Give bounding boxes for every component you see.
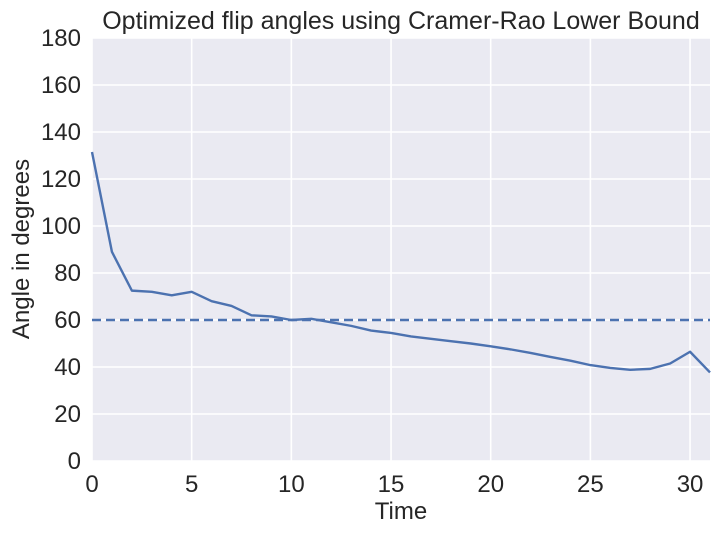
- x-tick-label: 0: [85, 471, 98, 498]
- y-tick-label: 140: [41, 119, 81, 146]
- series-group: [90, 151, 711, 374]
- y-tick-label: 80: [54, 260, 81, 287]
- y-tick-label: 20: [54, 401, 81, 428]
- chart-title: Optimized flip angles using Cramer-Rao L…: [102, 7, 700, 35]
- x-tick-label: 30: [677, 471, 704, 498]
- y-tick-label: 180: [41, 25, 81, 52]
- plot-area: [92, 38, 710, 461]
- y-tick-label: 100: [41, 213, 81, 240]
- y-tick-labels: 0 20 40 60 80 100 120 140 160 180: [41, 25, 81, 475]
- x-tick-label: 25: [577, 471, 604, 498]
- y-tick-label: 60: [54, 307, 81, 334]
- x-axis-label: Time: [375, 498, 427, 525]
- y-tick-label: 0: [68, 448, 81, 475]
- x-tick-label: 15: [378, 471, 405, 498]
- x-tick-label: 10: [278, 471, 305, 498]
- x-tick-label: 5: [185, 471, 198, 498]
- y-tick-label: 160: [41, 72, 81, 99]
- x-tick-label: 20: [477, 471, 504, 498]
- y-tick-label: 120: [41, 166, 81, 193]
- x-tick-labels: 0 5 10 15 20 25 30: [85, 471, 703, 498]
- series-line: [90, 151, 711, 374]
- y-axis-label: Angle in degrees: [8, 159, 35, 339]
- y-tick-label: 40: [54, 354, 81, 381]
